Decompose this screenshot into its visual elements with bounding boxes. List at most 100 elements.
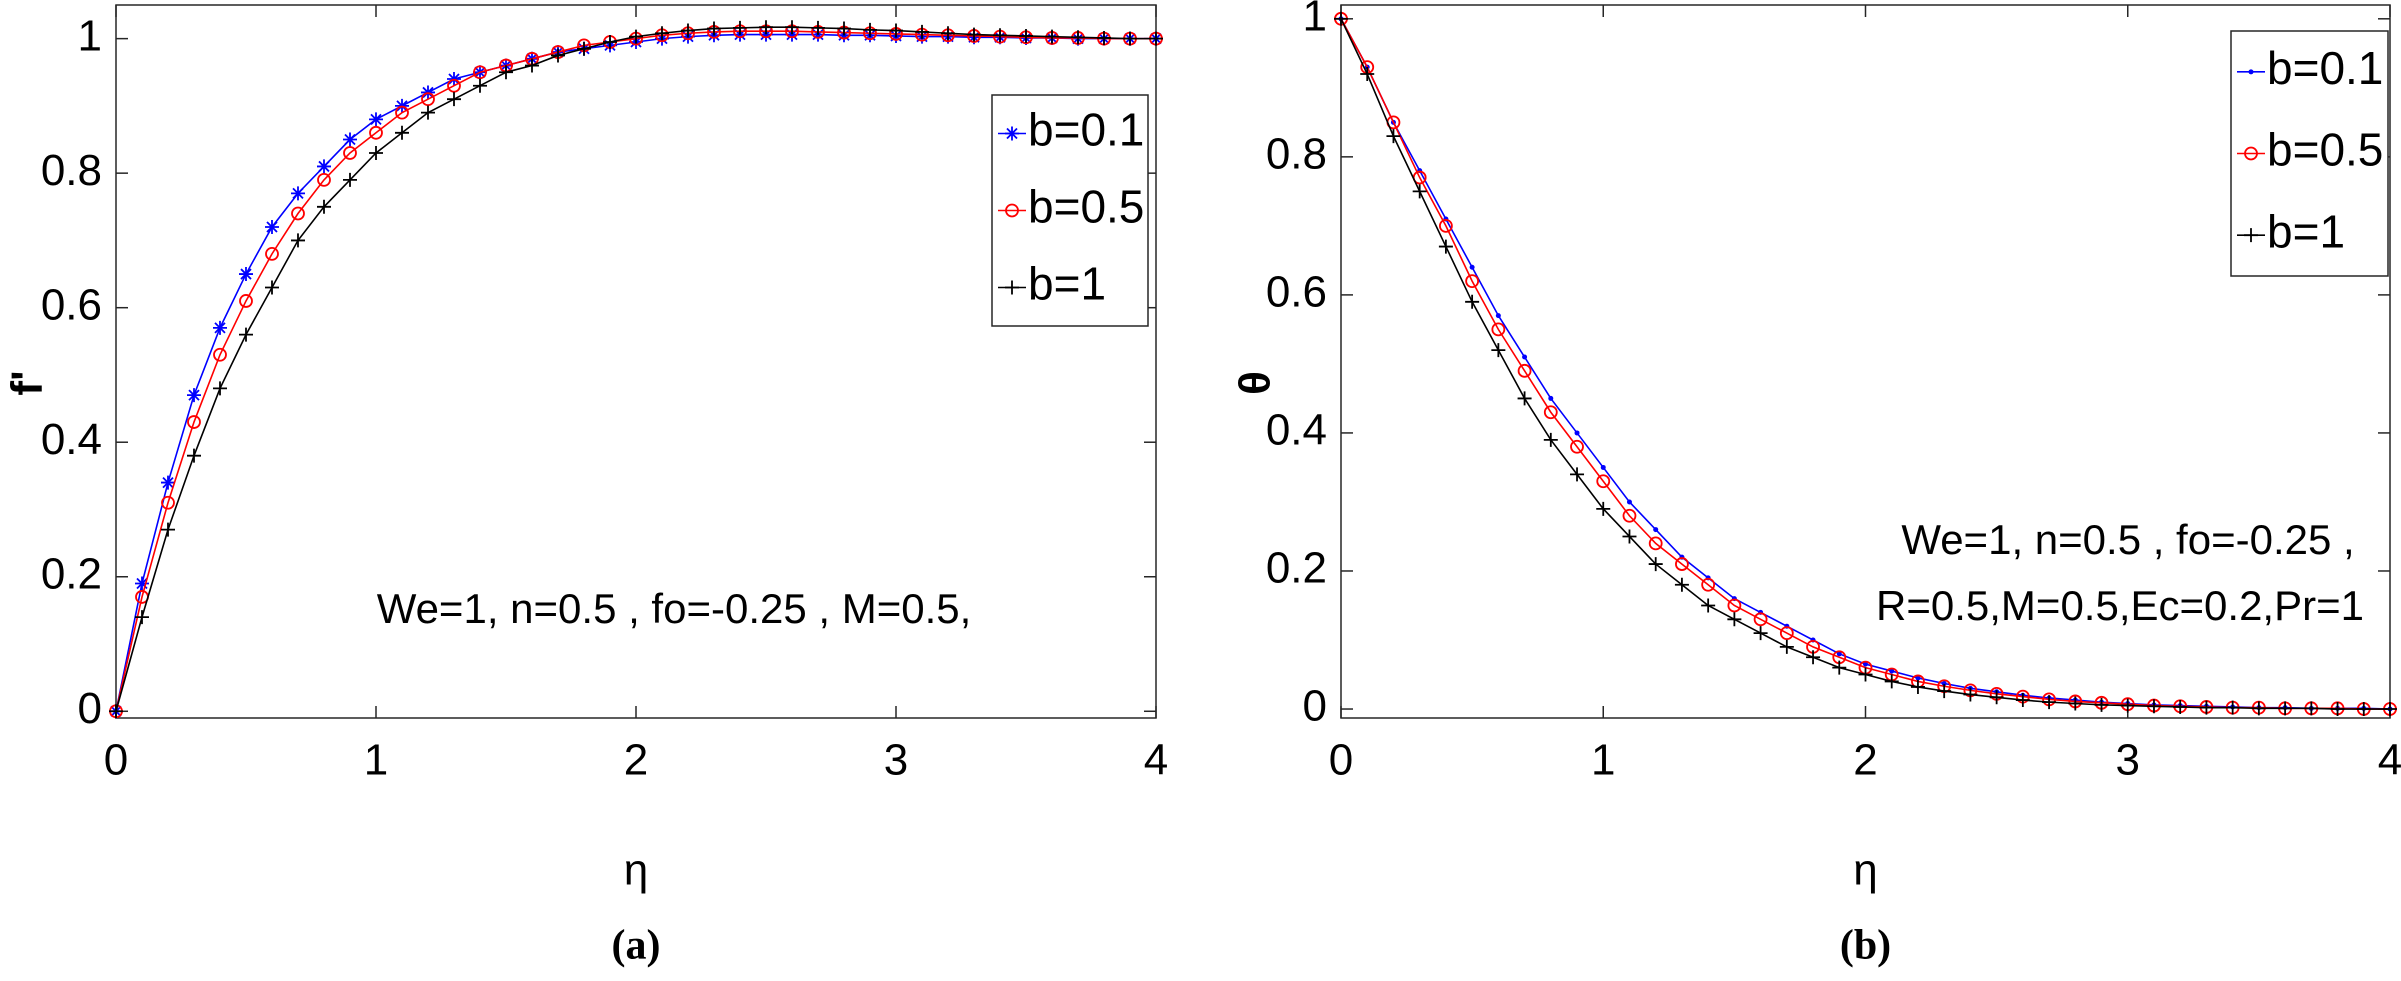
marker: [1491, 343, 1506, 358]
marker: [681, 23, 695, 38]
marker: [1439, 218, 1453, 233]
marker: [941, 26, 955, 41]
annotation: We=1, n=0.5 , fo=-0.25 , M=0.5,: [377, 585, 972, 632]
marker: [421, 92, 435, 107]
marker: [2225, 700, 2240, 715]
marker: [1648, 536, 1663, 551]
marker: [2251, 701, 2266, 716]
y-tick-label: 0.4: [1266, 406, 1327, 455]
marker: [967, 27, 981, 42]
x-tick-label: 0: [1329, 736, 1353, 785]
legend-label: b=0.1: [2267, 42, 2383, 94]
marker: [317, 199, 331, 214]
y-tick-label: 0.8: [41, 146, 102, 195]
y-tick-label: 0.2: [1266, 544, 1327, 593]
marker: [785, 20, 799, 35]
legend-marker: [2248, 69, 2254, 75]
marker: [785, 27, 799, 42]
marker: [1910, 679, 1925, 694]
marker: [187, 448, 201, 463]
marker: [2068, 696, 2083, 711]
marker: [239, 294, 253, 308]
plot-frame: [115, 4, 1157, 719]
marker: [889, 23, 903, 38]
marker: [1889, 668, 1895, 674]
marker: [1858, 667, 1873, 682]
marker: [1622, 508, 1637, 523]
marker: [1727, 598, 1742, 613]
marker: [291, 206, 305, 221]
caption: (a): [612, 923, 661, 969]
chart-panel: 0 1 2 3 4 0 0.2 0.4 0.6 0.8 1 b=0.1 b=0.5 b=1 We=1, n=…: [3, 4, 1168, 969]
marker: [1574, 430, 1580, 436]
marker: [421, 105, 435, 120]
marker: [1360, 67, 1375, 82]
marker: [1570, 467, 1585, 482]
marker: [1779, 626, 1794, 641]
marker: [2042, 695, 2057, 710]
marker: [2120, 698, 2135, 713]
marker: [1548, 395, 1554, 401]
marker: [629, 29, 643, 44]
marker: [707, 21, 721, 36]
marker: [603, 34, 617, 49]
marker: [1495, 313, 1501, 319]
marker: [109, 704, 123, 719]
marker: [1884, 674, 1899, 689]
marker: [1622, 529, 1637, 544]
marker: [135, 576, 149, 591]
marker: [1543, 432, 1558, 447]
x-tick-label: 2: [1853, 736, 1877, 785]
marker: [1727, 612, 1742, 627]
marker: [213, 347, 227, 362]
marker: [1674, 577, 1689, 592]
marker: [525, 58, 539, 73]
legend-label: b=0.5: [2267, 124, 2383, 176]
marker: [1753, 612, 1768, 627]
marker: [837, 21, 851, 36]
marker: [1045, 29, 1059, 44]
marker: [1412, 184, 1427, 199]
marker: [2146, 699, 2161, 714]
x-tick-label: 1: [364, 736, 388, 785]
legend-label: b=0.5: [1028, 181, 1144, 233]
marker: [2015, 693, 2030, 708]
marker: [161, 475, 175, 490]
marker: [1438, 239, 1453, 254]
marker: [1071, 30, 1085, 45]
chart-panel: 0 1 2 3 4 0 0.2 0.4 0.6 0.8 1 b=0.1 b=0.5 b=1 We=1, n=…: [1231, 0, 2401, 969]
marker: [343, 146, 357, 160]
marker: [1386, 129, 1401, 144]
marker: [915, 24, 929, 39]
marker: [2330, 702, 2345, 717]
marker: [1832, 660, 1847, 675]
x-tick-label: 0: [104, 736, 128, 785]
marker: [1469, 264, 1475, 270]
marker: [2173, 699, 2188, 714]
legend-label: b=0.1: [1028, 104, 1144, 156]
marker: [1989, 690, 2004, 705]
marker: [187, 415, 201, 429]
y-tick-label: 1: [78, 11, 102, 60]
y-tick-label: 0.8: [1266, 129, 1327, 178]
marker: [1517, 391, 1532, 406]
marker: [2199, 700, 2214, 715]
y-tick-label: 0: [1303, 682, 1327, 731]
marker: [395, 125, 409, 140]
y-tick-label: 0.6: [1266, 268, 1327, 317]
marker: [1941, 680, 1947, 686]
marker: [187, 388, 201, 403]
marker: [1779, 639, 1794, 654]
marker: [1701, 577, 1716, 592]
marker: [1626, 499, 1632, 505]
legend-marker: [2244, 228, 2258, 243]
legend-label: b=1: [1028, 258, 1106, 310]
marker: [1753, 626, 1768, 641]
marker: [317, 172, 331, 187]
y-tick-label: 0.6: [41, 280, 102, 329]
marker: [1836, 651, 1842, 657]
marker: [1806, 650, 1821, 665]
marker: [993, 28, 1007, 43]
marker: [135, 610, 149, 625]
